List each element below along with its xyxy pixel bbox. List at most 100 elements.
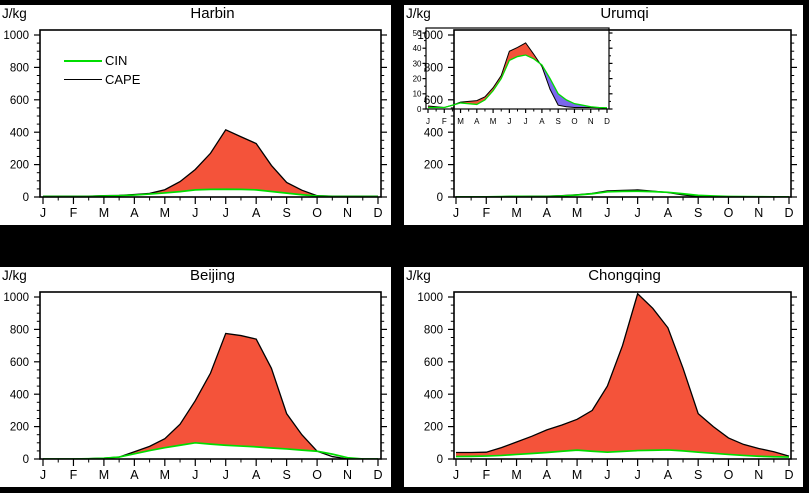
- month-label: J: [426, 117, 430, 126]
- month-label: N: [754, 206, 763, 220]
- month-label: M: [511, 468, 521, 482]
- plot-frame: [425, 27, 610, 110]
- month-label: A: [474, 117, 480, 126]
- cin-line: [43, 441, 378, 459]
- month-label: F: [482, 206, 490, 220]
- month-label: J: [453, 468, 459, 482]
- month-label: J: [524, 117, 528, 126]
- month-label: J: [223, 206, 229, 220]
- fill-cape-above-cin: [456, 293, 789, 458]
- panel-title-harbin: Harbin: [190, 5, 235, 22]
- y-tick-label: 0: [23, 454, 29, 466]
- month-label: A: [539, 117, 545, 126]
- y-tick-label: 0: [417, 105, 422, 114]
- month-label: D: [784, 468, 793, 482]
- y-tick-label: 30: [413, 59, 422, 68]
- month-label: A: [664, 468, 673, 482]
- month-label: J: [192, 468, 198, 482]
- month-label: J: [604, 206, 610, 220]
- y-tick-label: 200: [424, 160, 443, 172]
- y-tick-label: 0: [437, 454, 443, 466]
- month-label: N: [588, 117, 594, 126]
- panel-header: J/kg Chongqing: [404, 267, 803, 287]
- month-label: J: [192, 206, 198, 220]
- month-label: A: [130, 468, 139, 482]
- y-tick-label: 800: [424, 325, 443, 337]
- y-tick-label: 1000: [417, 292, 443, 304]
- month-label: J: [604, 468, 610, 482]
- panel-header: J/kg Beijing: [0, 267, 391, 287]
- month-label: S: [282, 468, 290, 482]
- y-tick-label: 600: [424, 95, 443, 107]
- panel-harbin: J/kg Harbin 0 200 400 600 800 1000 J F M A M J J A S O N…: [0, 5, 391, 225]
- y-tick-label: 1000: [3, 292, 29, 304]
- beijing-chart: 0 200 400 600 800 1000 J F M A M J J A S O N D: [3, 291, 387, 482]
- month-label: M: [490, 117, 497, 126]
- cin-line: [456, 190, 790, 197]
- legend-label-cin: CIN: [105, 53, 128, 68]
- cape-line: [456, 292, 790, 457]
- fill-cape-above-cin: [119, 333, 316, 457]
- legend: CIN CAPE: [64, 51, 140, 89]
- y-tick-label: 200: [10, 422, 29, 434]
- month-label: A: [252, 468, 261, 482]
- month-label: O: [724, 206, 734, 220]
- month-label: N: [754, 468, 763, 482]
- month-label: O: [312, 206, 322, 220]
- y-tick-label: 0: [23, 192, 29, 204]
- harbin-chart: 0 200 400 600 800 1000 J F M A M J J A S O N D: [3, 29, 387, 220]
- cape-line-swatch: [64, 79, 102, 80]
- legend-label-cape: CAPE: [105, 72, 141, 87]
- chongqing-chart: 0 200 400 600 800 1000 J F M A M J J A S O N D: [417, 291, 797, 482]
- y-tick-label: 10: [413, 90, 422, 99]
- y-tick-label: 600: [10, 357, 29, 369]
- panel-title-urumqi: Urumqi: [600, 5, 649, 22]
- month-label: S: [556, 117, 561, 126]
- month-label: M: [99, 468, 109, 482]
- month-label: S: [694, 206, 702, 220]
- y-tick-label: 800: [10, 63, 29, 75]
- month-label: O: [724, 468, 734, 482]
- cin-line-swatch: [64, 59, 102, 62]
- month-label: M: [511, 206, 521, 220]
- month-label: J: [40, 468, 46, 482]
- month-label: D: [784, 206, 793, 220]
- month-label: M: [99, 206, 109, 220]
- panel-chongqing: J/kg Chongqing 0 200 400 600 800 1000 J F M A M J J A…: [404, 267, 803, 487]
- fill-cape-above-cin: [43, 129, 378, 197]
- month-label: S: [694, 468, 702, 482]
- y-tick-label: 1000: [3, 30, 29, 42]
- month-label: J: [635, 468, 641, 482]
- y-tick-label: 400: [10, 127, 29, 139]
- month-label: D: [373, 468, 382, 482]
- y-tick-label: 400: [10, 389, 29, 401]
- y-axis-unit-label: J/kg: [2, 6, 27, 21]
- month-label: N: [343, 468, 352, 482]
- y-axis-unit-label: J/kg: [2, 268, 27, 283]
- month-label: A: [664, 206, 673, 220]
- month-label: N: [343, 206, 352, 220]
- y-tick-label: 200: [10, 160, 29, 172]
- month-label: D: [373, 206, 382, 220]
- y-tick-label: 200: [424, 422, 443, 434]
- y-axis-unit-label: J/kg: [406, 6, 431, 21]
- fill-cin-above-cape: [539, 63, 607, 109]
- month-label: O: [312, 468, 322, 482]
- panel-title-beijing: Beijing: [189, 267, 236, 284]
- cin-line: [428, 54, 608, 109]
- month-label: J: [635, 206, 641, 220]
- month-label: M: [457, 117, 464, 126]
- month-label: S: [282, 206, 290, 220]
- y-tick-label: 600: [424, 357, 443, 369]
- month-label: M: [572, 468, 582, 482]
- cin-line: [455, 449, 790, 458]
- month-label: J: [453, 206, 459, 220]
- month-label: D: [604, 117, 610, 126]
- urumqi-inset-chart: 0 10 20 30 40 50 J F M A M J J A S O N D: [413, 27, 613, 126]
- y-tick-label: 800: [10, 325, 29, 337]
- panel-header: J/kg Harbin: [0, 5, 391, 25]
- y-tick-label: 20: [413, 74, 422, 83]
- month-label: F: [482, 468, 490, 482]
